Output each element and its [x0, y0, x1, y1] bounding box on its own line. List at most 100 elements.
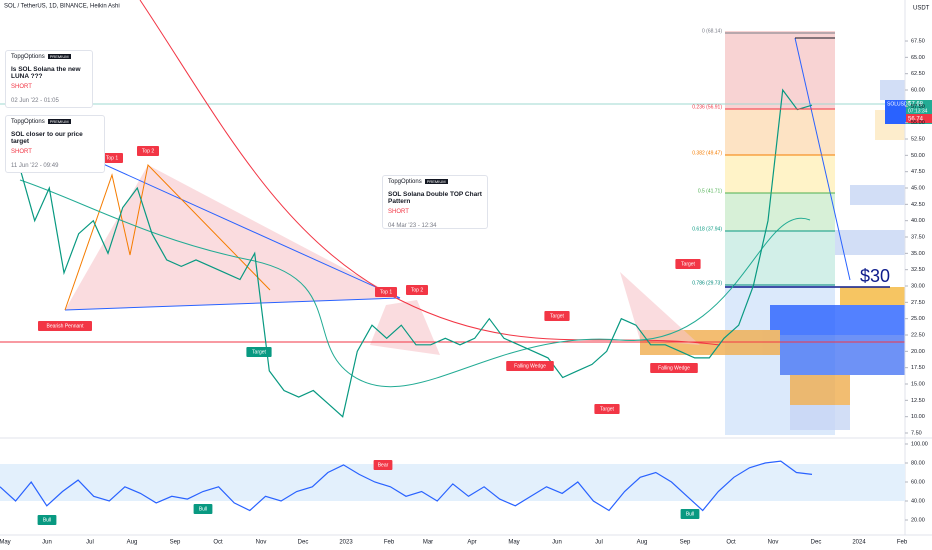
- price-tick-label: 62.50: [911, 71, 925, 77]
- price-tick-label: 35.00: [911, 251, 925, 257]
- price-line: [19, 88, 813, 418]
- idea-title: SOL Solana Double TOP Chart Pattern: [388, 191, 482, 205]
- price-tick-label: 52.50: [911, 136, 925, 142]
- price-tick-label: 42.50: [911, 202, 925, 208]
- price-tick-label: 17.50: [911, 365, 925, 371]
- price-tick-label: 55.00: [911, 120, 925, 126]
- price-tick-label: 50.00: [911, 153, 925, 159]
- author: TopgOptions: [11, 54, 45, 60]
- price-tick-label: 12.50: [911, 398, 925, 404]
- author: TopgOptions: [388, 179, 422, 185]
- moving-average: [139, 0, 721, 346]
- annotation-label: Top 2: [142, 148, 154, 154]
- fib-zone: [725, 231, 835, 285]
- time-label: Jul: [86, 540, 94, 546]
- idea-card[interactable]: TopgOptions PREMIUM SOL closer to our pri…: [5, 115, 105, 173]
- fib-label: 0.618 (37.94): [692, 226, 722, 232]
- price-tick-label: 10.00: [911, 414, 925, 420]
- time-label: Apr: [467, 540, 476, 546]
- idea-date: 11 Jun '22 - 09:49: [11, 163, 59, 169]
- idea-title: SOL closer to our price target: [11, 131, 83, 145]
- time-label: May: [508, 540, 519, 546]
- price-tick-label: 37.50: [911, 234, 925, 240]
- price-badge: [885, 100, 907, 124]
- annotation-label: Bull: [43, 517, 51, 523]
- time-label: 2023: [339, 540, 353, 546]
- price-tick-label: 30.00: [911, 283, 925, 289]
- fib-label: 0.236 (56.91): [692, 104, 722, 110]
- badge-low: 56.74: [908, 117, 924, 123]
- annotation-tag: [375, 287, 397, 297]
- projection-line: [794, 37, 851, 281]
- price-tick-label: 32.50: [911, 267, 925, 273]
- fib-label: 0.382 (49.47): [692, 150, 722, 156]
- annotation-label: Target: [550, 313, 565, 319]
- rsi-band: [0, 464, 905, 501]
- annotation-label: Top 1: [106, 155, 118, 161]
- time-label: Nov: [256, 540, 267, 546]
- pattern-line: [64, 163, 271, 311]
- time-label: Sep: [680, 540, 691, 546]
- time-label: Jun: [42, 540, 52, 546]
- fib-label: 0 (68.14): [702, 28, 722, 34]
- pattern: [620, 272, 700, 345]
- time-label: Nov: [768, 540, 779, 546]
- annotation-label: Bull: [686, 511, 694, 517]
- fib-label: 0.786 (29.73): [692, 280, 722, 286]
- price-tick-label: 67.50: [911, 38, 925, 44]
- fib-zone: [725, 193, 835, 231]
- idea-card[interactable]: TopgOptions PREMIUM Is SOL Solana the new…: [5, 50, 93, 108]
- idea-side: SHORT: [388, 209, 409, 215]
- trend-line: [49, 139, 401, 299]
- annotation-label: Target: [600, 406, 615, 412]
- annotation-tag: [373, 460, 393, 470]
- time-label: Sep: [170, 540, 181, 546]
- annotation-label: Falling Wedge: [658, 365, 690, 371]
- annotation-label: Top 1: [380, 289, 392, 295]
- time-label: Feb: [897, 540, 908, 546]
- fib-label: 0.5 (41.71): [698, 188, 723, 194]
- price-tick-label: 15.00: [911, 381, 925, 387]
- price-tick-label: 60.00: [911, 87, 925, 93]
- triangle-pattern: [65, 165, 400, 310]
- badge-symbol: SOLUSDT: [887, 101, 911, 107]
- time-label: Dec: [811, 540, 822, 546]
- fib-zone: [725, 31, 835, 109]
- annotation-tag: [193, 504, 213, 514]
- time-label: Oct: [213, 540, 223, 546]
- annotation-tag: [246, 347, 272, 357]
- rsi-tick-label: 100.00: [911, 441, 928, 447]
- time-label: May: [0, 540, 11, 546]
- annotation-label: Bull: [199, 506, 207, 512]
- badge-countdown: 07:13:34: [908, 108, 928, 114]
- price-tick-label: 22.50: [911, 332, 925, 338]
- annotation-tag: [680, 509, 700, 519]
- annotation-tag: [506, 361, 554, 371]
- annotation-tag: [137, 146, 159, 156]
- annotation-label: Bear: [378, 462, 389, 468]
- price-tick-label: 25.00: [911, 316, 925, 322]
- time-label: Aug: [127, 540, 138, 546]
- annotation-tag: [675, 259, 701, 269]
- time-label: Aug: [637, 540, 648, 546]
- rsi-tick-label: 80.00: [911, 460, 925, 466]
- time-label: Oct: [726, 540, 736, 546]
- annotation-label: Target: [252, 349, 267, 355]
- annotation-label: Falling Wedge: [514, 363, 546, 369]
- time-label: 2024: [852, 540, 866, 546]
- time-label: Jun: [552, 540, 562, 546]
- rsi-tick-label: 40.00: [911, 498, 925, 504]
- annotation-tag: [594, 404, 620, 414]
- premium-badge: PREMIUM: [424, 179, 448, 184]
- symbol-title: SOL / TetherUS, 1D, BINANCE, Heikin Ashi: [4, 4, 120, 10]
- time-label: Mar: [423, 540, 433, 546]
- time-label: Dec: [298, 540, 309, 546]
- price-tick-label: 47.50: [911, 169, 925, 175]
- annotation-tag: [101, 153, 123, 163]
- rsi-tick-label: 60.00: [911, 479, 925, 485]
- price-tick-label: 7.50: [911, 430, 922, 436]
- price-tick-label: 40.00: [911, 218, 925, 224]
- idea-card[interactable]: TopgOptions PREMIUM SOL Solana Double TOP…: [382, 175, 488, 229]
- rsi-tick-label: 20.00: [911, 517, 925, 523]
- annotation-tag: [406, 285, 428, 295]
